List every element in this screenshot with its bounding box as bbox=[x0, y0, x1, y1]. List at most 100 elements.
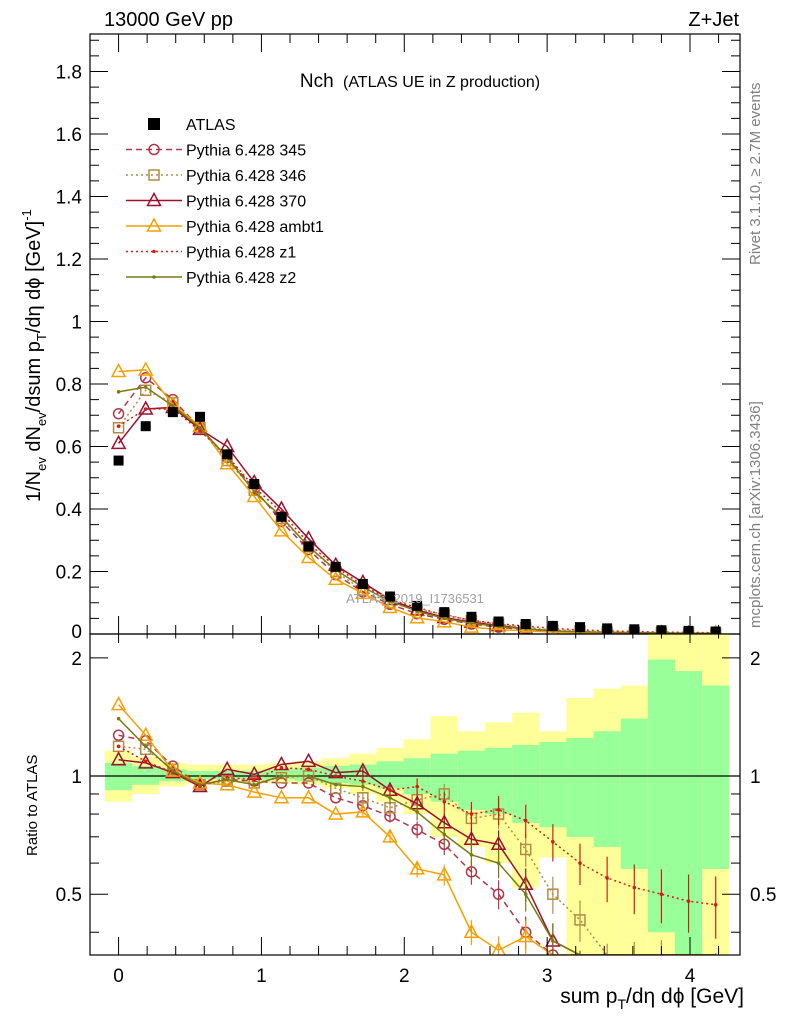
legend-entry: ATLAS bbox=[148, 117, 236, 134]
ratio-tick-label-left: 1 bbox=[71, 767, 82, 788]
y-label-part1: 1/N bbox=[23, 471, 45, 502]
legend-entry: Pythia 6.428 370 bbox=[126, 191, 306, 211]
ratio-tick-label-left: 2 bbox=[71, 649, 82, 670]
legend-marker bbox=[146, 191, 162, 207]
legend-label: Pythia 6.428 ambt1 bbox=[186, 219, 324, 236]
ratio-uncertainty-bands bbox=[105, 634, 730, 955]
ratio-point-z2 bbox=[143, 744, 148, 749]
ratio-series-z1 bbox=[116, 744, 718, 939]
y-label-sub1: ev bbox=[34, 457, 49, 471]
main-plot-area: 0.2 0.4 0.6 0.8 1 1.2 1.4 1.6 1.8 0 bbox=[56, 33, 741, 643]
ratio-point-ambt1 bbox=[327, 805, 344, 820]
series-point-ambt1 bbox=[436, 613, 453, 628]
band-green-bin bbox=[457, 750, 485, 810]
ratio-series-z2 bbox=[116, 716, 716, 955]
ratio-point-s370 bbox=[137, 754, 154, 769]
ratio-point-z2 bbox=[198, 782, 202, 787]
ratio-point-s346 bbox=[357, 792, 369, 804]
data-point-atlas bbox=[140, 421, 151, 432]
legend-entry: Pythia 6.428 345 bbox=[126, 143, 306, 160]
data-point-atlas bbox=[466, 611, 477, 622]
legend-marker bbox=[148, 143, 160, 156]
data-point-atlas bbox=[412, 600, 423, 611]
legend-marker bbox=[152, 249, 156, 254]
legend-label: Pythia 6.428 346 bbox=[186, 168, 306, 185]
series-point-z2 bbox=[198, 425, 202, 430]
ratio-tick-label-right: 0.5 bbox=[750, 885, 776, 906]
legend-label: Pythia 6.428 z2 bbox=[186, 270, 296, 287]
ratio-point-ambt1 bbox=[110, 696, 127, 711]
y-tick-label: 1.8 bbox=[56, 63, 82, 84]
y-tick-label: 0.4 bbox=[56, 500, 83, 521]
x-label-part2: /dη dϕ [GeV] bbox=[626, 985, 744, 1008]
ratio-tick-label-right: 2 bbox=[750, 649, 761, 670]
x-label-sub: T bbox=[617, 996, 626, 1012]
ratio-point-s345 bbox=[329, 792, 342, 804]
y-label-sub2: ev bbox=[34, 412, 49, 426]
x-tick-label: 4 bbox=[685, 966, 696, 987]
ratio-point-ambt1 bbox=[246, 783, 263, 798]
series-point-s346 bbox=[112, 422, 125, 434]
series-point-s370 bbox=[110, 434, 127, 450]
x-tick-label: 3 bbox=[542, 966, 553, 987]
ratio-point-ambt1 bbox=[273, 789, 290, 804]
data-point-atlas bbox=[575, 622, 585, 633]
band-green-bin bbox=[620, 718, 648, 869]
series-point-z2 bbox=[143, 385, 148, 389]
series-point-ambt1 bbox=[327, 570, 344, 586]
ratio-point-z2 bbox=[171, 769, 175, 773]
ratio-point-z1 bbox=[143, 759, 148, 764]
data-point-atlas bbox=[683, 625, 694, 634]
x-tick-label: 0 bbox=[113, 966, 124, 987]
ratio-point-z2 bbox=[306, 774, 311, 778]
legend-entry: Pythia 6.428 ambt1 bbox=[126, 217, 324, 236]
data-point-atlas bbox=[385, 591, 395, 602]
ratio-point-z1 bbox=[306, 767, 311, 772]
x-axis-label: sum pT/dη dϕ [GeV] bbox=[560, 985, 744, 1012]
data-point-atlas bbox=[520, 619, 531, 629]
legend-marker bbox=[152, 275, 156, 279]
y-tick-label: 0.2 bbox=[56, 563, 82, 584]
series-point-s345 bbox=[139, 372, 152, 384]
y-tick-label: 0.8 bbox=[56, 375, 82, 396]
data-point-atlas bbox=[330, 561, 341, 572]
ratio-point-z2 bbox=[225, 777, 229, 782]
plot-title-sub: (ATLAS UE in Z production) bbox=[343, 74, 540, 91]
series-point-z2 bbox=[469, 621, 474, 625]
data-point-atlas bbox=[222, 449, 233, 460]
ratio-point-z1 bbox=[252, 777, 257, 782]
series-point-ambt1 bbox=[110, 362, 127, 378]
series-point-z1 bbox=[143, 407, 148, 411]
band-green-bin bbox=[702, 685, 730, 869]
data-point-atlas bbox=[602, 623, 613, 634]
x-label-part1: sum p bbox=[560, 985, 617, 1008]
legend-entry: Pythia 6.428 346 bbox=[126, 168, 306, 185]
ratio-tick-label-right: 1 bbox=[750, 767, 761, 788]
data-point-atlas bbox=[303, 541, 314, 552]
ratio-plot-area: 0 1 2 3 4 0.5 0.5 1 1 2 2 bbox=[56, 34, 776, 987]
ratio-y-axis-label: Ratio to ATLAS bbox=[24, 755, 41, 856]
ratio-point-s345 bbox=[112, 729, 125, 742]
series-point-z2 bbox=[442, 616, 447, 621]
ratio-point-s370 bbox=[192, 777, 208, 793]
plot-title-main: Nch bbox=[300, 71, 334, 92]
x-tick-label: 1 bbox=[256, 966, 267, 987]
series-point-ambt1 bbox=[300, 548, 317, 564]
y-ticks-ratio: 0.5 0.5 1 1 2 2 bbox=[56, 649, 776, 933]
band-green-bin bbox=[593, 731, 621, 847]
legend-marker bbox=[146, 217, 162, 232]
y-tick-label: 1.6 bbox=[56, 125, 82, 146]
y-label-part2: dN bbox=[23, 426, 45, 457]
x-tick-label: 2 bbox=[399, 966, 410, 987]
ratio-point-z2 bbox=[279, 774, 284, 778]
y-tick-label: 1.4 bbox=[56, 188, 83, 209]
series-point-ambt1 bbox=[137, 361, 154, 376]
data-point-atlas bbox=[195, 411, 205, 422]
ratio-point-s345 bbox=[302, 777, 315, 789]
rivet-version: Rivet 3.1.10, ≥ 2.7M events bbox=[747, 83, 764, 266]
legend-marker bbox=[148, 169, 160, 181]
y-ticks-main: 0.2 0.4 0.6 0.8 1 1.2 1.4 1.6 1.8 0 bbox=[56, 39, 740, 643]
ratio-point-ambt1 bbox=[137, 726, 154, 742]
ratio-point-ambt1 bbox=[165, 762, 181, 777]
